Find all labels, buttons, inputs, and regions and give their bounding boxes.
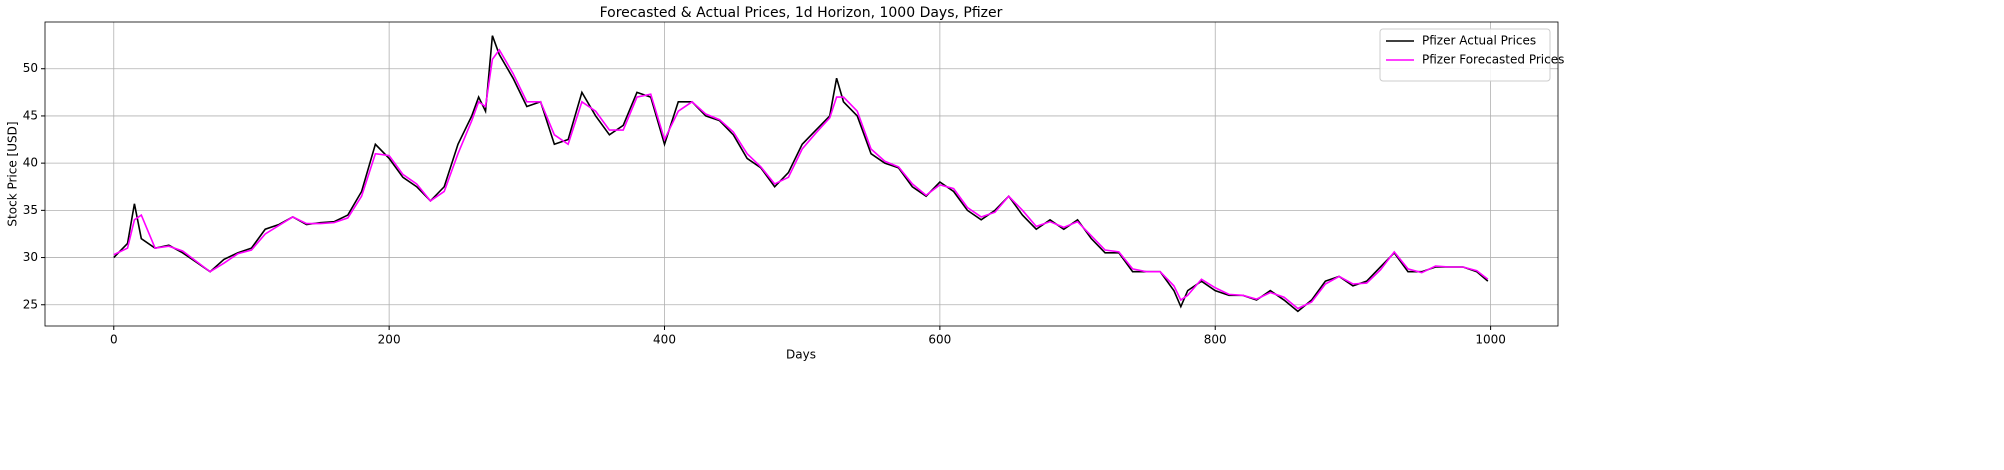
x-tick-label: 800 (1204, 333, 1227, 347)
legend-box (1379, 28, 1551, 82)
x-tick-label: 0 (110, 333, 118, 347)
y-tick-label: 30 (23, 250, 38, 264)
y-tick-label: 35 (23, 203, 38, 217)
series-line (113, 48, 1489, 310)
plot-frame (44, 21, 1559, 327)
legend-label: Pfizer Forecasted Prices (1422, 53, 1564, 67)
legend-label: Pfizer Actual Prices (1422, 34, 1536, 48)
y-axis-label: Stock Price [USD] (6, 121, 20, 226)
x-tick-label: 1000 (1475, 333, 1506, 347)
y-tick-label: 50 (23, 61, 38, 75)
x-tick-label: 400 (653, 333, 676, 347)
x-tick-label: 200 (378, 333, 401, 347)
y-tick-label: 45 (23, 108, 38, 122)
y-tick-label: 25 (23, 297, 38, 311)
series-line (113, 35, 1489, 313)
x-tick-label: 600 (928, 333, 951, 347)
chart-title: Forecasted & Actual Prices, 1d Horizon, … (600, 5, 1003, 21)
y-tick-label: 40 (23, 156, 38, 170)
x-axis-label: Days (786, 348, 816, 362)
